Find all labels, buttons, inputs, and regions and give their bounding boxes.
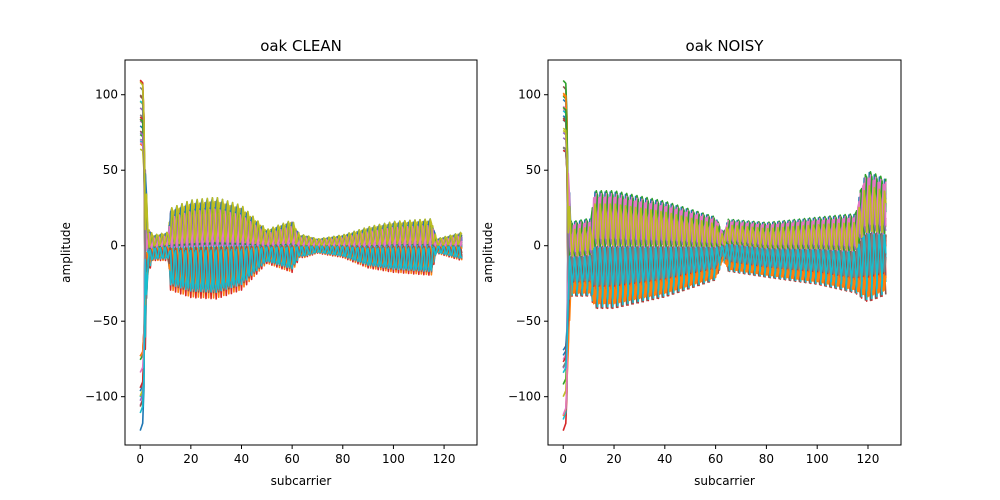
chart-title-noisy: oak NOISY [686, 37, 765, 55]
x-tick-label: 80 [335, 452, 350, 466]
x-axis-label-clean: subcarrier [271, 474, 332, 488]
traces-clean [139, 79, 463, 431]
x-tick-label: 80 [759, 452, 774, 466]
x-tick-label: 0 [559, 452, 567, 466]
series-line [562, 127, 887, 257]
x-tick-label: 100 [382, 452, 405, 466]
y-axis-label-clean: amplitude [59, 222, 73, 283]
x-tick-label: 100 [806, 452, 829, 466]
series-line [139, 245, 463, 414]
y-tick-label: 0 [533, 239, 541, 253]
axes-frame-noisy [547, 59, 902, 446]
y-ticks-noisy: −100 −50 0 50 100 [508, 88, 548, 404]
y-axis-label-noisy: amplitude [481, 222, 495, 283]
y-tick-label: −100 [508, 390, 541, 404]
x-tick-label: 120 [857, 452, 880, 466]
x-axis-label-noisy: subcarrier [694, 474, 755, 488]
x-ticks-clean: 0 20 40 60 80 100 120 [136, 445, 456, 466]
y-tick-label: −50 [93, 314, 118, 328]
x-tick-label: 20 [606, 452, 621, 466]
chart-title-clean: oak CLEAN [260, 37, 342, 55]
y-tick-label: 50 [103, 163, 118, 177]
y-tick-label: −100 [85, 390, 118, 404]
x-tick-label: 20 [183, 452, 198, 466]
axes-frame-clean [124, 59, 478, 446]
x-tick-label: 60 [708, 452, 723, 466]
series-line [562, 233, 887, 374]
y-ticks-clean: −100 −50 0 50 100 [85, 88, 125, 404]
y-tick-label: 100 [518, 88, 541, 102]
series-line [139, 81, 463, 248]
x-tick-label: 60 [284, 452, 299, 466]
x-ticks-noisy: 0 20 40 60 80 100 120 [559, 445, 879, 466]
y-tick-label: −50 [516, 314, 541, 328]
x-tick-label: 40 [234, 452, 249, 466]
traces-noisy [562, 79, 887, 431]
y-tick-label: 100 [95, 88, 118, 102]
y-tick-label: 50 [526, 163, 541, 177]
y-tick-label: 0 [110, 239, 118, 253]
x-tick-label: 120 [433, 452, 456, 466]
x-tick-label: 0 [136, 452, 144, 466]
x-tick-label: 40 [657, 452, 672, 466]
